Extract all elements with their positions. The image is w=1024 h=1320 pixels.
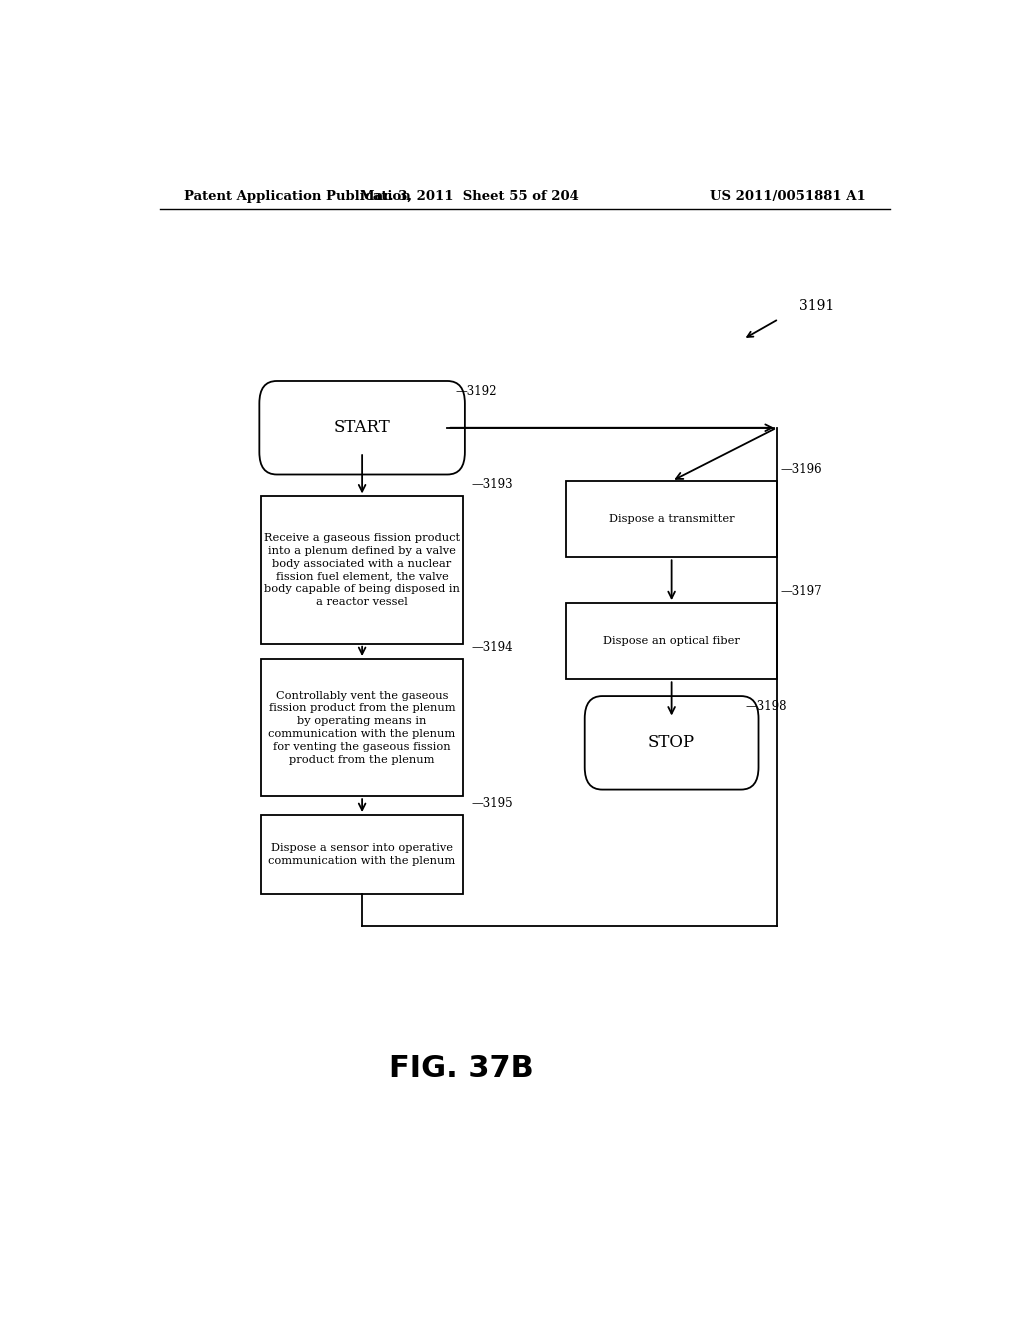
FancyBboxPatch shape <box>585 696 759 789</box>
Text: —3195: —3195 <box>471 797 513 810</box>
Text: Dispose a sensor into operative
communication with the plenum: Dispose a sensor into operative communic… <box>268 843 456 866</box>
Bar <box>261 496 463 644</box>
Text: —3194: —3194 <box>471 642 513 653</box>
Bar <box>566 480 777 557</box>
Text: —3193: —3193 <box>471 478 513 491</box>
Text: Patent Application Publication: Patent Application Publication <box>183 190 411 202</box>
Text: Receive a gaseous fission product
into a plenum defined by a valve
body associat: Receive a gaseous fission product into a… <box>264 533 460 607</box>
Text: —3197: —3197 <box>780 585 822 598</box>
Text: US 2011/0051881 A1: US 2011/0051881 A1 <box>711 190 866 202</box>
Text: FIG. 37B: FIG. 37B <box>389 1053 534 1082</box>
Text: —3192: —3192 <box>456 385 497 399</box>
Bar <box>261 814 463 894</box>
Text: Dispose a transmitter: Dispose a transmitter <box>609 515 734 524</box>
Text: —3198: —3198 <box>745 701 786 713</box>
Text: —3196: —3196 <box>780 463 822 477</box>
Text: Controllably vent the gaseous
fission product from the plenum
by operating means: Controllably vent the gaseous fission pr… <box>268 690 456 764</box>
Text: START: START <box>334 420 390 436</box>
Text: 3191: 3191 <box>799 298 834 313</box>
Text: STOP: STOP <box>648 734 695 751</box>
FancyBboxPatch shape <box>259 381 465 474</box>
Text: Mar. 3, 2011  Sheet 55 of 204: Mar. 3, 2011 Sheet 55 of 204 <box>359 190 579 202</box>
Bar <box>261 659 463 796</box>
Bar <box>566 603 777 680</box>
Text: Dispose an optical fiber: Dispose an optical fiber <box>603 636 740 647</box>
